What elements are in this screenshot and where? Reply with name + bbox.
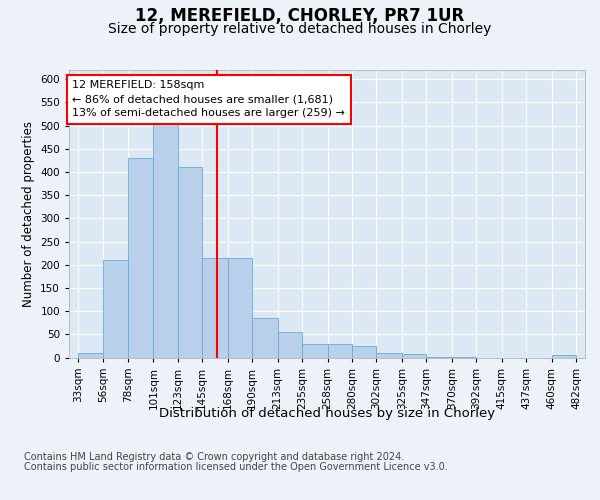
Text: Distribution of detached houses by size in Chorley: Distribution of detached houses by size … (159, 408, 495, 420)
Text: 12 MEREFIELD: 158sqm
← 86% of detached houses are smaller (1,681)
13% of semi-de: 12 MEREFIELD: 158sqm ← 86% of detached h… (73, 80, 345, 118)
Bar (103, 260, 128, 358)
Bar (302, 344, 328, 357)
Bar (78, 353, 103, 358)
Bar (128, 158, 154, 358)
Bar (227, 258, 252, 358)
Text: 12, MEREFIELD, CHORLEY, PR7 1UR: 12, MEREFIELD, CHORLEY, PR7 1UR (136, 8, 464, 26)
Bar (202, 258, 227, 358)
Bar (376, 353, 402, 358)
Bar (178, 168, 202, 358)
Bar (552, 355, 576, 358)
Text: Size of property relative to detached houses in Chorley: Size of property relative to detached ho… (109, 22, 491, 36)
Y-axis label: Number of detached properties: Number of detached properties (22, 120, 35, 306)
Bar (252, 318, 278, 358)
Bar (328, 344, 352, 357)
Bar (278, 332, 302, 357)
Bar (402, 354, 427, 358)
Bar (352, 346, 376, 358)
Text: Contains public sector information licensed under the Open Government Licence v3: Contains public sector information licen… (24, 462, 448, 472)
Bar (427, 356, 452, 358)
Text: Contains HM Land Registry data © Crown copyright and database right 2024.: Contains HM Land Registry data © Crown c… (24, 452, 404, 462)
Bar (154, 121, 178, 358)
